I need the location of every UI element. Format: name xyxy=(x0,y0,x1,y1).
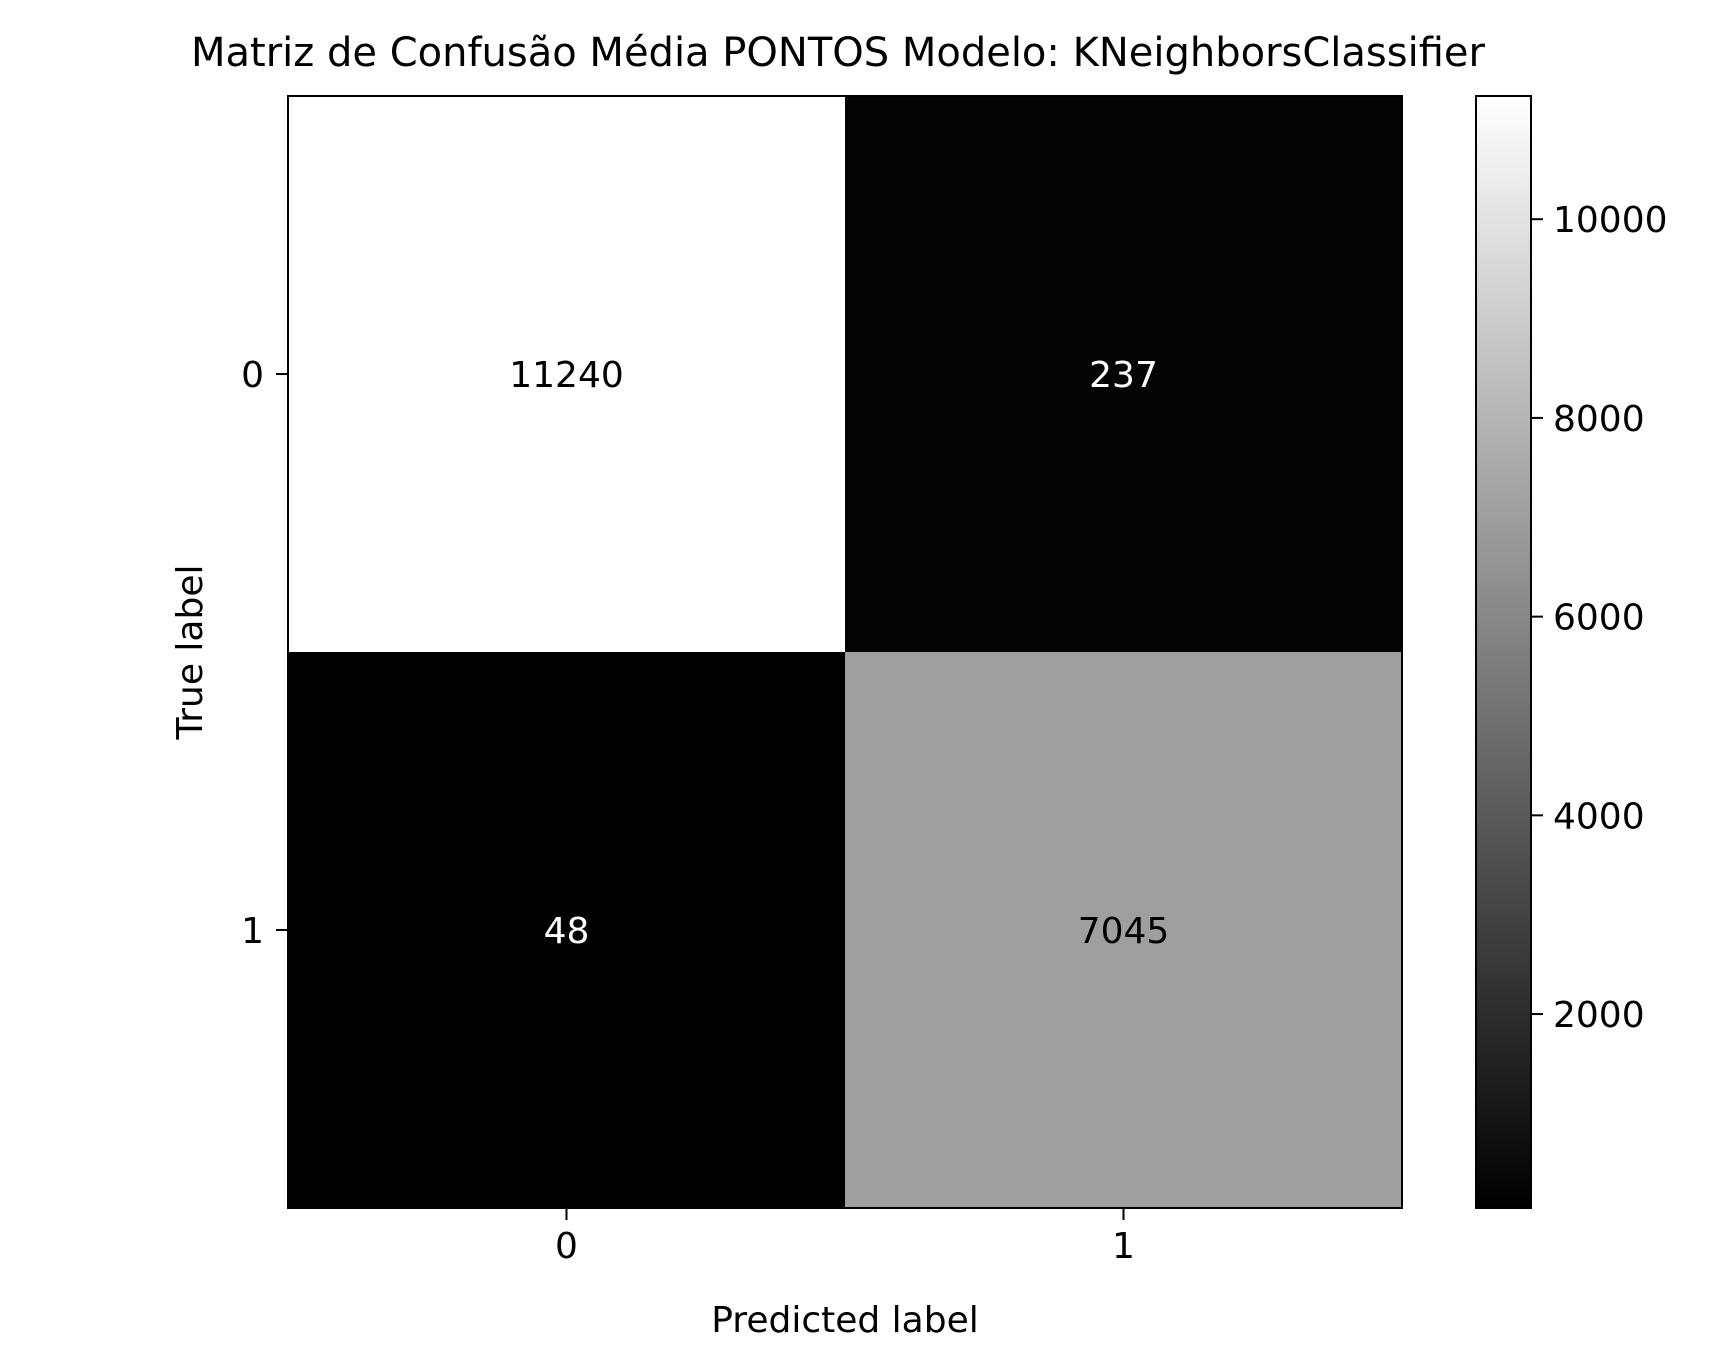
x-tick-label-0: 0 xyxy=(555,1226,578,1267)
plot-frame xyxy=(287,95,1403,1209)
cell-value-1-1: 7045 xyxy=(1078,911,1170,952)
x-tick-label-1: 1 xyxy=(1112,1226,1135,1267)
colorbar-tick-label-3: 8000 xyxy=(1553,399,1645,440)
heatmap-cell-0-1 xyxy=(845,96,1403,653)
y-tick-label-0: 0 xyxy=(241,355,264,396)
heatmap-cell-1-1 xyxy=(845,652,1403,1209)
y-axis-ticks: 01 xyxy=(241,355,288,952)
heatmap-cell-1-0 xyxy=(288,652,846,1209)
colorbar-ticks: 2000 4000 6000 8000 10000 xyxy=(1531,200,1668,1036)
heatmap-cells xyxy=(288,96,1403,1209)
heatmap-cell-labels: 11240 237 48 7045 xyxy=(509,355,1169,952)
x-axis-label: Predicted label xyxy=(711,1300,979,1341)
chart-title: Matriz de Confusão Média PONTOS Modelo: … xyxy=(191,30,1486,76)
colorbar-tick-label-1: 4000 xyxy=(1553,796,1645,837)
cell-value-1-0: 48 xyxy=(544,911,590,952)
y-axis-label: True label xyxy=(170,565,211,741)
cell-value-0-0: 11240 xyxy=(509,355,624,396)
heatmap-cell-0-0 xyxy=(288,96,846,653)
colorbar xyxy=(1475,95,1532,1209)
y-tick-label-1: 1 xyxy=(241,911,264,952)
colorbar-tick-label-2: 6000 xyxy=(1553,598,1645,639)
colorbar-tick-label-4: 10000 xyxy=(1553,200,1668,241)
cell-value-0-1: 237 xyxy=(1089,355,1158,396)
colorbar-tick-label-0: 2000 xyxy=(1553,995,1645,1036)
